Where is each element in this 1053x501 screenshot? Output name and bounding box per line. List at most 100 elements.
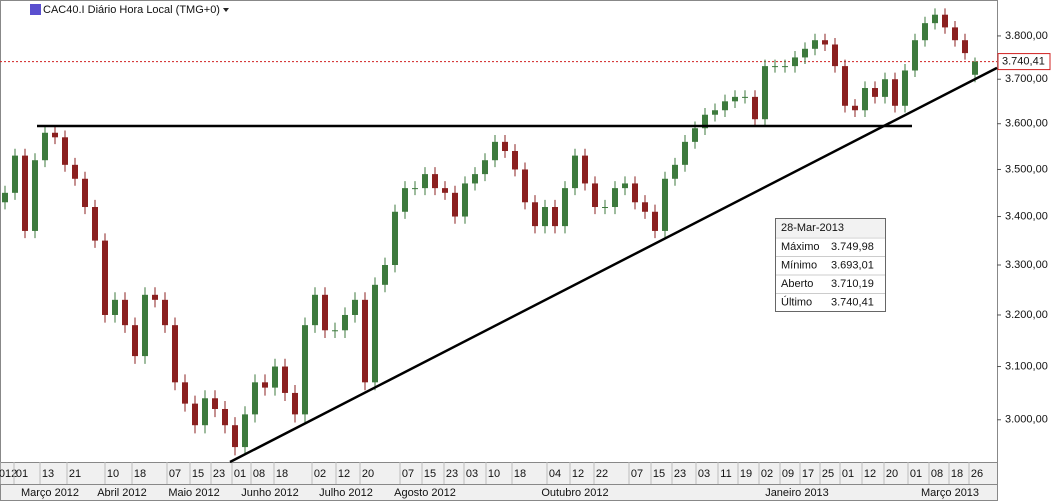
x-tick-label: 23 — [674, 468, 686, 480]
x-tick-label: 25 — [822, 468, 834, 480]
candle-body — [112, 299, 118, 315]
x-tick-label: 13 — [42, 468, 54, 480]
y-tick-label: 3.300,00 — [1005, 259, 1048, 271]
candle-body — [512, 151, 518, 170]
x-tick-label: 15 — [192, 468, 204, 480]
x-tick-label: 18 — [134, 468, 146, 480]
candle-body — [392, 211, 398, 266]
candle-body — [282, 366, 288, 393]
info-label: Último — [781, 295, 812, 308]
x-tick-label: 04 — [549, 468, 561, 480]
candle-body — [372, 284, 378, 383]
candle-body — [442, 188, 448, 193]
candle-body — [972, 61, 978, 75]
trend-line — [229, 66, 998, 464]
candle-body — [882, 79, 888, 97]
candle-body — [632, 183, 638, 203]
info-date: 28-Mar-2013 — [781, 222, 844, 234]
candle-body — [662, 178, 668, 231]
candle-body — [852, 105, 858, 111]
candle-body — [642, 202, 648, 212]
x-tick-label: 20 — [362, 468, 374, 480]
x-tick-label: 10 — [107, 468, 119, 480]
candle-body — [892, 79, 898, 106]
candle-body — [252, 382, 258, 415]
x-tick-label: 01 — [234, 468, 246, 480]
candle-body — [412, 188, 418, 190]
candle-body — [872, 88, 878, 97]
candle-body — [152, 294, 158, 300]
candle-body — [712, 110, 718, 115]
y-tick-label: 3.700,00 — [1005, 73, 1048, 85]
candle-body — [2, 192, 8, 203]
candle-body — [142, 294, 148, 357]
x-tick-label: 08 — [253, 468, 265, 480]
info-value: 3.710,19 — [831, 278, 874, 290]
candle-body — [32, 160, 38, 231]
x-tick-label: 15 — [424, 468, 436, 480]
candle-body — [772, 66, 778, 68]
x-tick-label: 12 — [338, 468, 350, 480]
candle-body — [682, 141, 688, 165]
candle-body — [722, 101, 728, 111]
candle-body — [362, 299, 368, 383]
candle-body — [842, 66, 848, 106]
month-label: Maio 2012 — [168, 487, 219, 499]
candle-body — [182, 382, 188, 404]
candle-body — [92, 207, 98, 241]
x-tick-label: 07 — [631, 468, 643, 480]
candle-body — [792, 57, 798, 67]
x-tick-label: 23 — [446, 468, 458, 480]
candle-body — [562, 188, 568, 227]
title-dropdown[interactable] — [223, 8, 229, 12]
candle-body — [312, 294, 318, 326]
x-tick-label: 07 — [402, 468, 414, 480]
candle-body — [572, 155, 578, 189]
candle-body — [692, 128, 698, 142]
month-label: Julho 2012 — [319, 487, 373, 499]
y-tick-label: 3.500,00 — [1005, 163, 1048, 175]
x-tick-label: 17 — [802, 468, 814, 480]
month-label: Agosto 2012 — [394, 487, 456, 499]
x-tick-label: 19 — [740, 468, 752, 480]
candle-body — [212, 398, 218, 409]
x-tick-label: 09 — [782, 468, 794, 480]
candle-body — [202, 398, 208, 426]
x-tick-label: 01 — [910, 468, 922, 480]
x-tick-label: 22 — [596, 468, 608, 480]
candle-body — [62, 137, 68, 165]
x-tick-label: 18 — [276, 468, 288, 480]
candle-body — [292, 392, 298, 415]
candle-body — [962, 40, 968, 54]
candle-body — [942, 14, 948, 28]
y-tick-label: 3.200,00 — [1005, 309, 1048, 321]
last-price-label: 3.740,41 — [1002, 55, 1045, 67]
candle-body — [932, 14, 938, 24]
candle-body — [812, 40, 818, 49]
x-tick-label: 12 — [572, 468, 584, 480]
info-label: Máximo — [781, 241, 820, 253]
candle-body — [822, 40, 828, 45]
x-tick-label: 03 — [466, 468, 478, 480]
candle-body — [332, 330, 338, 332]
candle-body — [322, 294, 328, 331]
y-tick-label: 3.100,00 — [1005, 360, 1048, 372]
chart-title[interactable]: CAC40.I Diário Hora Local (TMG+0) — [43, 4, 220, 16]
candle-body — [912, 40, 918, 71]
candle-body — [782, 66, 788, 68]
candle-body — [52, 132, 58, 138]
x-tick-label: 07 — [169, 468, 181, 480]
candle-body — [472, 174, 478, 184]
candle-body — [702, 114, 708, 129]
candle-body — [262, 382, 268, 388]
candle-body — [342, 314, 348, 331]
x-tick-label: 26 — [971, 468, 983, 480]
x-tick-label: 18 — [514, 468, 526, 480]
candle-body — [102, 240, 108, 315]
candle-body — [452, 192, 458, 217]
candle-body — [522, 169, 528, 203]
candle-body — [582, 155, 588, 184]
month-label: Outubro 2012 — [541, 487, 608, 499]
candle-body — [82, 178, 88, 208]
candle-body — [42, 132, 48, 161]
